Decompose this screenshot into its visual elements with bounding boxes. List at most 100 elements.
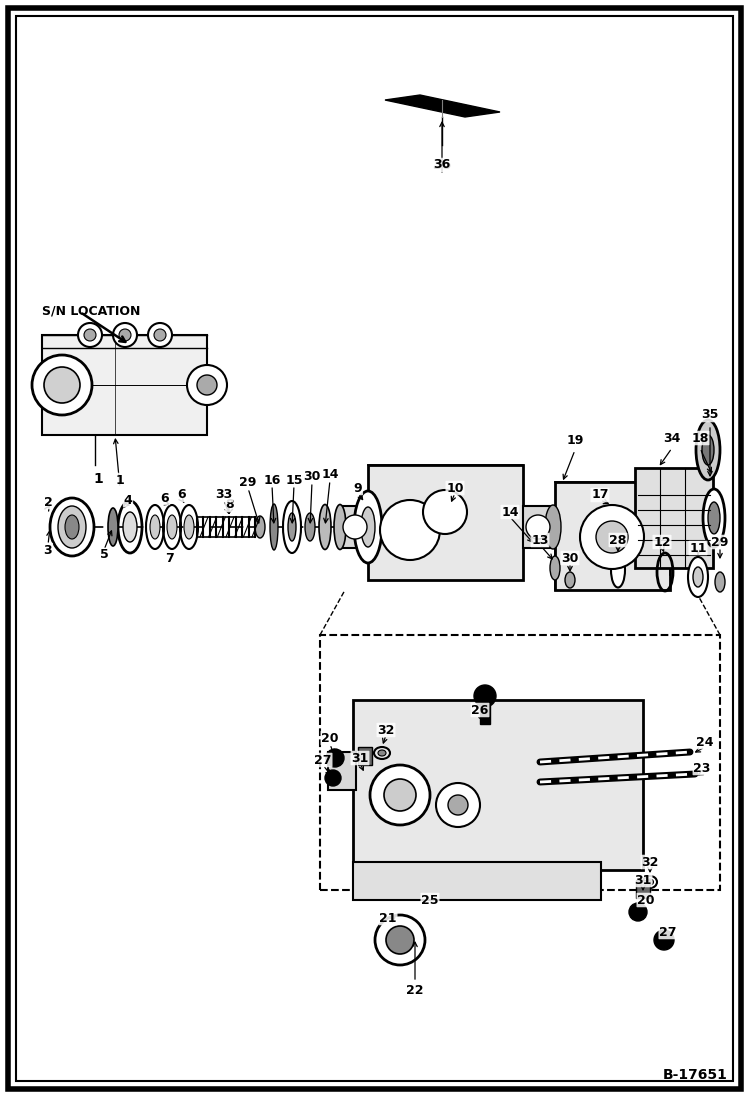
Text: 13: 13 <box>531 533 549 546</box>
Circle shape <box>596 521 628 553</box>
Bar <box>340 506 370 548</box>
Text: 1: 1 <box>93 472 103 486</box>
Bar <box>353 862 601 900</box>
Ellipse shape <box>334 505 346 550</box>
Bar <box>480 695 490 724</box>
Text: 18: 18 <box>691 431 709 444</box>
Circle shape <box>84 329 96 341</box>
Circle shape <box>580 505 644 569</box>
Circle shape <box>448 795 468 815</box>
Text: 3: 3 <box>43 543 52 556</box>
Text: 25: 25 <box>421 893 439 906</box>
Circle shape <box>654 930 674 950</box>
Circle shape <box>113 323 137 347</box>
Ellipse shape <box>646 879 653 885</box>
Text: 16: 16 <box>264 474 281 486</box>
Ellipse shape <box>702 436 714 465</box>
Circle shape <box>148 323 172 347</box>
Ellipse shape <box>696 420 720 480</box>
Text: 20: 20 <box>321 732 339 745</box>
Text: 29: 29 <box>240 476 257 489</box>
Text: 1: 1 <box>115 474 124 486</box>
Bar <box>636 880 650 898</box>
Text: 27: 27 <box>315 754 332 767</box>
Circle shape <box>380 500 440 559</box>
Circle shape <box>370 765 430 825</box>
Text: 7: 7 <box>166 552 175 565</box>
Bar <box>353 700 643 870</box>
Ellipse shape <box>550 556 560 580</box>
Text: 12: 12 <box>653 535 671 548</box>
Text: 5: 5 <box>100 548 109 562</box>
Text: 20: 20 <box>637 893 655 906</box>
Text: 36: 36 <box>432 158 452 172</box>
Ellipse shape <box>703 489 725 547</box>
Circle shape <box>423 490 467 534</box>
Circle shape <box>384 779 416 811</box>
Circle shape <box>197 375 217 395</box>
Text: 10: 10 <box>446 482 464 495</box>
Circle shape <box>629 903 647 921</box>
Text: 6: 6 <box>161 491 169 505</box>
Circle shape <box>326 749 344 767</box>
Circle shape <box>32 355 92 415</box>
Ellipse shape <box>288 513 296 541</box>
Ellipse shape <box>545 505 561 548</box>
Ellipse shape <box>58 506 86 548</box>
Text: 35: 35 <box>701 408 719 421</box>
Text: 34: 34 <box>664 431 681 444</box>
Ellipse shape <box>565 572 575 588</box>
Text: 15: 15 <box>285 474 303 486</box>
Ellipse shape <box>255 516 265 538</box>
Ellipse shape <box>150 514 160 539</box>
Ellipse shape <box>611 553 625 588</box>
Polygon shape <box>385 95 500 117</box>
Circle shape <box>474 685 496 706</box>
Ellipse shape <box>283 501 301 553</box>
Text: 8: 8 <box>225 498 234 511</box>
Text: 30: 30 <box>303 471 321 484</box>
Circle shape <box>187 365 227 405</box>
Text: 24: 24 <box>697 735 714 748</box>
Text: 4: 4 <box>124 494 133 507</box>
Text: 33: 33 <box>216 488 233 501</box>
Circle shape <box>325 770 341 785</box>
Circle shape <box>375 915 425 965</box>
Circle shape <box>343 514 367 539</box>
Ellipse shape <box>108 508 118 546</box>
Text: 32: 32 <box>377 724 395 736</box>
Ellipse shape <box>378 750 386 756</box>
Ellipse shape <box>688 557 708 597</box>
Text: 6: 6 <box>178 488 187 501</box>
Text: 32: 32 <box>641 856 658 869</box>
Text: 27: 27 <box>659 926 677 939</box>
Text: 17: 17 <box>591 488 609 501</box>
Text: 21: 21 <box>379 912 397 925</box>
Text: S/N LOCATION: S/N LOCATION <box>42 305 140 318</box>
Ellipse shape <box>354 491 382 563</box>
Bar <box>368 465 523 580</box>
Bar <box>358 747 372 765</box>
Text: 22: 22 <box>406 984 424 996</box>
Circle shape <box>386 926 414 954</box>
Ellipse shape <box>361 507 375 547</box>
Ellipse shape <box>270 504 278 550</box>
Ellipse shape <box>305 513 315 541</box>
Circle shape <box>78 323 102 347</box>
Text: 29: 29 <box>712 535 729 548</box>
Bar <box>523 506 553 548</box>
Text: 31: 31 <box>351 751 369 765</box>
Bar <box>635 468 713 568</box>
Text: 36: 36 <box>434 158 451 171</box>
Text: 14: 14 <box>321 468 339 482</box>
Text: 9: 9 <box>354 482 363 495</box>
Text: B-17651: B-17651 <box>663 1068 728 1082</box>
Circle shape <box>44 367 80 403</box>
Text: 31: 31 <box>634 873 652 886</box>
Ellipse shape <box>50 498 94 556</box>
Circle shape <box>154 329 166 341</box>
Bar <box>42 335 207 436</box>
Text: 26: 26 <box>471 703 488 716</box>
Text: 28: 28 <box>610 533 627 546</box>
Text: 11: 11 <box>689 542 707 554</box>
